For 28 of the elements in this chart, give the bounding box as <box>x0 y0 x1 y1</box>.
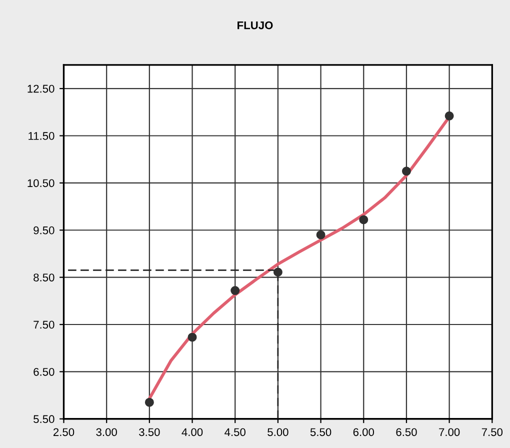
point <box>144 398 154 407</box>
x-tick-label: 7.50 <box>482 428 503 436</box>
y-tick-label: 5.50 <box>34 415 54 424</box>
x-tick-label: 6.00 <box>353 428 374 436</box>
x-tick-label: 4.50 <box>224 428 246 436</box>
point <box>316 230 326 240</box>
y-tick-label: 7.50 <box>34 320 54 329</box>
x-tick-label: 4.00 <box>182 428 203 436</box>
y-tick-label: 12.50 <box>28 84 54 93</box>
point <box>359 215 368 224</box>
x-tick-label: 2.50 <box>53 428 74 436</box>
point <box>188 332 197 342</box>
point <box>444 111 454 120</box>
x-tick-label: 7.00 <box>439 428 460 436</box>
x-tick-label: 3.00 <box>96 428 117 436</box>
y-tick-label: 6.50 <box>34 368 54 376</box>
x-tick-label: 3.50 <box>139 428 160 436</box>
point <box>402 166 411 176</box>
x-tick-label: 6.50 <box>396 428 417 436</box>
y-tick-label: 11.50 <box>28 132 54 140</box>
x-tick-label: 5.00 <box>268 428 288 436</box>
chart-title: FLUJO <box>238 21 273 30</box>
x-tick-label: 5.50 <box>310 428 332 436</box>
point <box>273 268 282 277</box>
y-tick-label: 8.50 <box>34 274 54 282</box>
y-tick-label: 9.50 <box>34 226 54 234</box>
point <box>230 286 240 296</box>
y-tick-label: 10.50 <box>28 179 54 188</box>
